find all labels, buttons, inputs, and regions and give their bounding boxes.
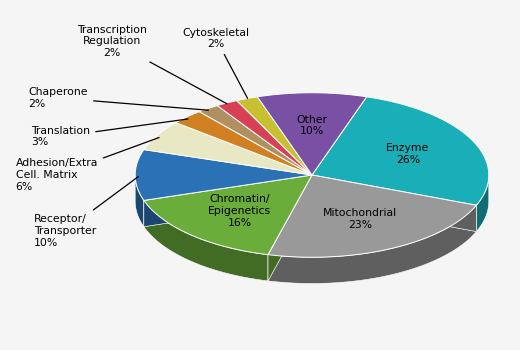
Text: Receptor/
Transporter
10%: Receptor/ Transporter 10% xyxy=(34,177,138,247)
Polygon shape xyxy=(144,201,268,281)
Text: Translation
3%: Translation 3% xyxy=(31,119,188,147)
Polygon shape xyxy=(476,175,489,232)
Text: Enzyme
26%: Enzyme 26% xyxy=(386,143,430,165)
Polygon shape xyxy=(144,175,312,227)
Polygon shape xyxy=(257,93,367,175)
Polygon shape xyxy=(312,97,489,205)
Polygon shape xyxy=(135,175,144,227)
Text: Mitochondrial
23%: Mitochondrial 23% xyxy=(323,208,397,230)
Text: Cytoskeletal
2%: Cytoskeletal 2% xyxy=(183,28,249,98)
Polygon shape xyxy=(144,122,312,175)
Polygon shape xyxy=(144,175,312,255)
Polygon shape xyxy=(312,175,476,232)
Text: Transcription
Regulation
2%: Transcription Regulation 2% xyxy=(77,25,227,104)
Polygon shape xyxy=(176,112,312,175)
Polygon shape xyxy=(268,175,312,281)
Text: Chaperone
2%: Chaperone 2% xyxy=(29,87,209,110)
Polygon shape xyxy=(268,175,312,281)
Polygon shape xyxy=(237,97,312,175)
Text: Chromatin/
Epigenetics
16%: Chromatin/ Epigenetics 16% xyxy=(208,194,271,228)
Polygon shape xyxy=(312,175,476,232)
Text: Adhesion/Extra
Cell. Matrix
6%: Adhesion/Extra Cell. Matrix 6% xyxy=(16,138,159,191)
Polygon shape xyxy=(135,149,312,201)
Polygon shape xyxy=(217,100,312,175)
Text: Other
10%: Other 10% xyxy=(296,115,328,136)
Polygon shape xyxy=(199,106,312,175)
Polygon shape xyxy=(144,175,312,227)
Polygon shape xyxy=(268,175,476,257)
Polygon shape xyxy=(268,205,476,284)
